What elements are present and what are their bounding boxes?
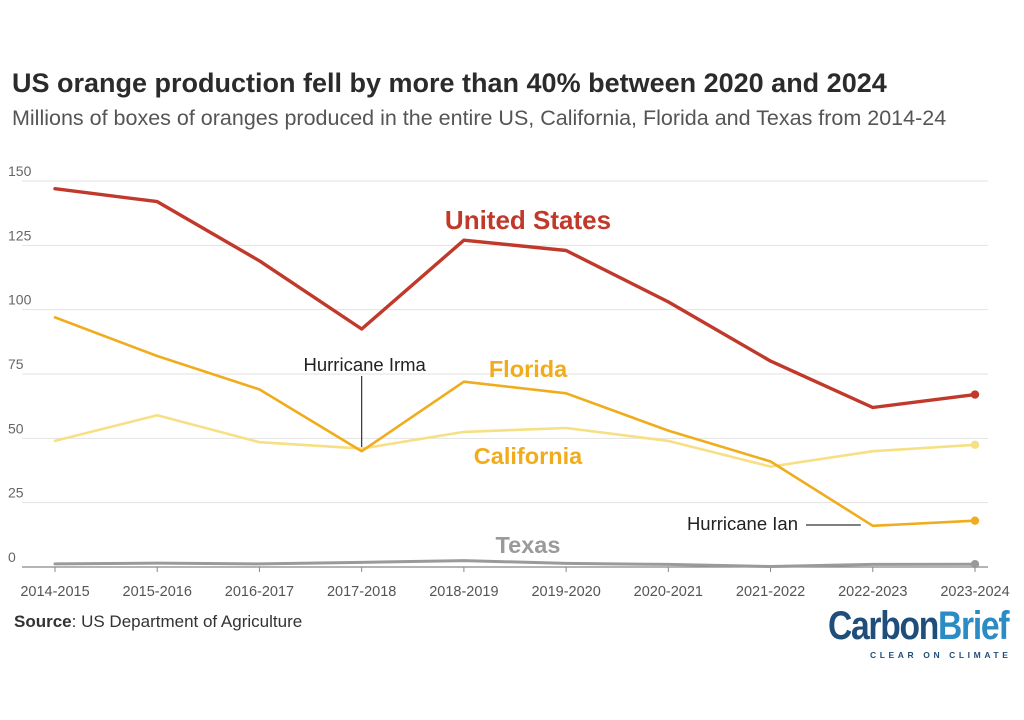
x-tick-label: 2018-2019	[429, 584, 498, 600]
y-tick-label: 50	[8, 420, 24, 436]
y-tick-label: 0	[8, 549, 16, 565]
series-line-ca	[53, 413, 977, 468]
series-label-fl: Florida	[489, 356, 568, 382]
series-endpoint-fl	[970, 516, 980, 525]
y-tick-label: 125	[8, 227, 32, 243]
x-tick-label: 2022-2023	[838, 584, 907, 600]
series-line-tx	[53, 559, 977, 568]
chart-subtitle: Millions of boxes of oranges produced in…	[12, 106, 947, 130]
y-tick-label: 100	[8, 292, 32, 308]
x-tick-label: 2019-2020	[531, 584, 600, 600]
logo-tagline: CLEAR ON CLIMATE	[870, 650, 1012, 660]
series-endpoint-ca	[970, 440, 980, 449]
series-label-ca: California	[474, 443, 583, 469]
series-labels: United States Florida California Texas	[445, 205, 611, 558]
annotation-irma-label: Hurricane Irma	[303, 354, 426, 375]
x-tick-label: 2017-2018	[327, 584, 396, 600]
series-label-tx: Texas	[496, 532, 561, 558]
series-label-us: United States	[445, 205, 611, 235]
series-line-fl	[53, 316, 977, 528]
series-endpoint-tx	[970, 559, 980, 569]
y-tick-label: 75	[8, 356, 24, 372]
annotation-ian-label: Hurricane Ian	[687, 513, 798, 534]
source-label: Source	[14, 612, 72, 631]
chart-title: US orange production fell by more than 4…	[12, 68, 887, 98]
x-axis-ticks: 2014-2015 2015-2016 2016-2017 2017-2018 2018…	[20, 567, 1010, 600]
series-line-us	[53, 186, 977, 410]
x-tick-label: 2015-2016	[123, 584, 192, 600]
x-tick-label: 2020-2021	[634, 584, 703, 600]
carbonbrief-logo[interactable]: CarbonBrief CLEAR ON CLIMATE	[828, 604, 1014, 660]
source-note: Source: US Department of Agriculture	[14, 612, 302, 632]
series-endpoint-us	[970, 390, 980, 399]
logo-word-brief: Brief	[938, 604, 1010, 648]
y-axis-ticks: 0 25 50 75 100 125 150	[8, 163, 32, 565]
x-tick-label: 2021-2022	[736, 584, 805, 600]
annotations: Hurricane Irma Hurricane Ian	[303, 354, 861, 534]
x-tick-label: 2016-2017	[225, 584, 294, 600]
gridlines	[22, 180, 988, 568]
logo-word-carbon: Carbon	[828, 604, 939, 648]
y-tick-label: 25	[8, 485, 24, 501]
y-tick-label: 150	[8, 163, 32, 179]
x-tick-label: 2023-2024	[940, 584, 1009, 600]
source-text: : US Department of Agriculture	[71, 612, 303, 631]
series-lines	[53, 186, 980, 569]
x-tick-label: 2014-2015	[20, 584, 89, 600]
